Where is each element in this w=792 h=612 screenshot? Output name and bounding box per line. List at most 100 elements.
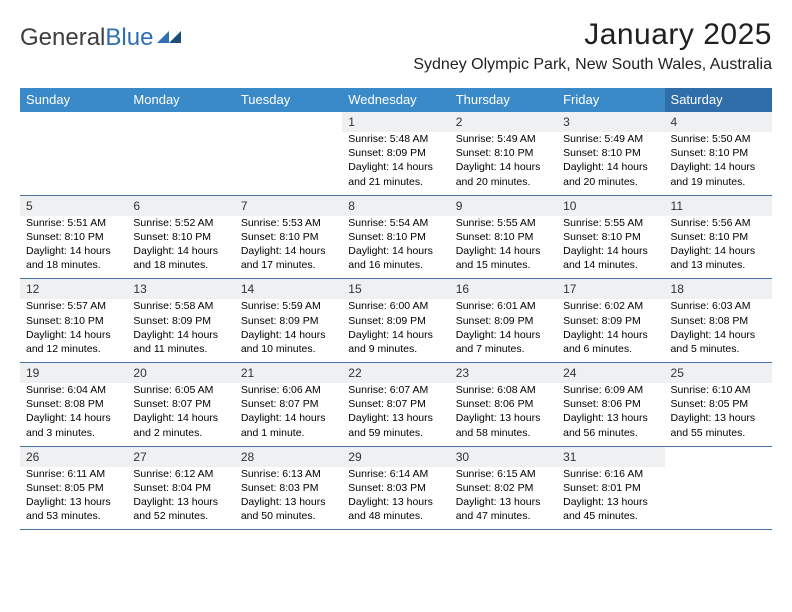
sunrise-text: Sunrise: 6:15 AM xyxy=(456,467,551,481)
sunset-text: Sunset: 8:09 PM xyxy=(348,146,443,160)
sunrise-text: Sunrise: 6:06 AM xyxy=(241,383,336,397)
daylight-text: Daylight: 13 hours xyxy=(671,411,766,425)
daylight-text: Daylight: 14 hours xyxy=(671,328,766,342)
day-number-cell: 14 xyxy=(235,279,342,300)
day-number-cell: 3 xyxy=(557,112,664,132)
day-number-cell: 2 xyxy=(450,112,557,132)
day-number-cell xyxy=(127,112,234,132)
day-info-cell: Sunrise: 5:58 AMSunset: 8:09 PMDaylight:… xyxy=(127,299,234,362)
sunrise-text: Sunrise: 6:11 AM xyxy=(26,467,121,481)
daylight-text: Daylight: 14 hours xyxy=(456,244,551,258)
day-number-cell: 5 xyxy=(20,195,127,216)
sunset-text: Sunset: 8:03 PM xyxy=(348,481,443,495)
sunset-text: Sunset: 8:04 PM xyxy=(133,481,228,495)
day-number-cell: 9 xyxy=(450,195,557,216)
day-number-cell: 4 xyxy=(665,112,772,132)
sunset-text: Sunset: 8:09 PM xyxy=(241,314,336,328)
daylight-text: and 14 minutes. xyxy=(563,258,658,272)
sunrise-text: Sunrise: 6:13 AM xyxy=(241,467,336,481)
sunrise-text: Sunrise: 5:55 AM xyxy=(563,216,658,230)
day-info-cell: Sunrise: 6:12 AMSunset: 8:04 PMDaylight:… xyxy=(127,467,234,530)
daylight-text: Daylight: 13 hours xyxy=(241,495,336,509)
daylight-text: Daylight: 14 hours xyxy=(241,244,336,258)
sunrise-text: Sunrise: 6:02 AM xyxy=(563,299,658,313)
day-info-cell: Sunrise: 6:14 AMSunset: 8:03 PMDaylight:… xyxy=(342,467,449,530)
day-info-cell: Sunrise: 6:06 AMSunset: 8:07 PMDaylight:… xyxy=(235,383,342,446)
sunset-text: Sunset: 8:10 PM xyxy=(241,230,336,244)
daylight-text: and 9 minutes. xyxy=(348,342,443,356)
sunrise-text: Sunrise: 5:52 AM xyxy=(133,216,228,230)
day-number-cell: 25 xyxy=(665,363,772,384)
sunrise-text: Sunrise: 5:56 AM xyxy=(671,216,766,230)
sunset-text: Sunset: 8:10 PM xyxy=(456,146,551,160)
daylight-text: and 48 minutes. xyxy=(348,509,443,523)
daylight-text: Daylight: 14 hours xyxy=(563,160,658,174)
daylight-text: and 53 minutes. xyxy=(26,509,121,523)
day-info-cell: Sunrise: 5:54 AMSunset: 8:10 PMDaylight:… xyxy=(342,216,449,279)
daylight-text: Daylight: 13 hours xyxy=(348,411,443,425)
sunrise-text: Sunrise: 5:59 AM xyxy=(241,299,336,313)
day-info-cell: Sunrise: 5:55 AMSunset: 8:10 PMDaylight:… xyxy=(450,216,557,279)
day-info-cell: Sunrise: 6:09 AMSunset: 8:06 PMDaylight:… xyxy=(557,383,664,446)
daylight-text: Daylight: 13 hours xyxy=(456,495,551,509)
day-number-row: 12131415161718 xyxy=(20,279,772,300)
day-info-cell: Sunrise: 5:48 AMSunset: 8:09 PMDaylight:… xyxy=(342,132,449,195)
sunrise-text: Sunrise: 6:04 AM xyxy=(26,383,121,397)
sunset-text: Sunset: 8:05 PM xyxy=(26,481,121,495)
daylight-text: Daylight: 14 hours xyxy=(456,328,551,342)
sunrise-text: Sunrise: 5:57 AM xyxy=(26,299,121,313)
brand-text-general: General xyxy=(20,24,105,52)
daylight-text: and 21 minutes. xyxy=(348,175,443,189)
day-info-row: Sunrise: 5:51 AMSunset: 8:10 PMDaylight:… xyxy=(20,216,772,279)
day-number-cell: 11 xyxy=(665,195,772,216)
daylight-text: and 20 minutes. xyxy=(456,175,551,189)
daylight-text: Daylight: 14 hours xyxy=(26,328,121,342)
day-number-row: 19202122232425 xyxy=(20,363,772,384)
day-info-cell: Sunrise: 5:56 AMSunset: 8:10 PMDaylight:… xyxy=(665,216,772,279)
daylight-text: and 13 minutes. xyxy=(671,258,766,272)
day-info-cell: Sunrise: 6:07 AMSunset: 8:07 PMDaylight:… xyxy=(342,383,449,446)
daylight-text: and 59 minutes. xyxy=(348,426,443,440)
day-info-cell: Sunrise: 5:50 AMSunset: 8:10 PMDaylight:… xyxy=(665,132,772,195)
daylight-text: Daylight: 13 hours xyxy=(456,411,551,425)
day-info-row: Sunrise: 5:57 AMSunset: 8:10 PMDaylight:… xyxy=(20,299,772,362)
day-info-cell: Sunrise: 6:15 AMSunset: 8:02 PMDaylight:… xyxy=(450,467,557,530)
sunset-text: Sunset: 8:07 PM xyxy=(133,397,228,411)
daylight-text: and 47 minutes. xyxy=(456,509,551,523)
weekday-header: Friday xyxy=(557,88,664,112)
day-info-row: Sunrise: 5:48 AMSunset: 8:09 PMDaylight:… xyxy=(20,132,772,195)
daylight-text: Daylight: 14 hours xyxy=(671,160,766,174)
sunrise-text: Sunrise: 6:09 AM xyxy=(563,383,658,397)
sunset-text: Sunset: 8:10 PM xyxy=(348,230,443,244)
sunset-text: Sunset: 8:10 PM xyxy=(671,230,766,244)
day-info-cell: Sunrise: 6:10 AMSunset: 8:05 PMDaylight:… xyxy=(665,383,772,446)
daylight-text: and 52 minutes. xyxy=(133,509,228,523)
day-number-cell: 22 xyxy=(342,363,449,384)
weekday-header: Sunday xyxy=(20,88,127,112)
daylight-text: Daylight: 14 hours xyxy=(456,160,551,174)
day-number-row: 1234 xyxy=(20,112,772,132)
daylight-text: Daylight: 13 hours xyxy=(563,495,658,509)
daylight-text: Daylight: 14 hours xyxy=(26,244,121,258)
day-number-cell xyxy=(20,112,127,132)
brand-text-blue: Blue xyxy=(105,24,153,52)
daylight-text: Daylight: 14 hours xyxy=(563,328,658,342)
day-info-cell: Sunrise: 6:02 AMSunset: 8:09 PMDaylight:… xyxy=(557,299,664,362)
daylight-text: Daylight: 14 hours xyxy=(348,244,443,258)
day-info-row: Sunrise: 6:11 AMSunset: 8:05 PM Daylight:… xyxy=(20,467,772,530)
daylight-text: Daylight: 14 hours xyxy=(241,328,336,342)
daylight-text: Daylight: 14 hours xyxy=(133,244,228,258)
day-info-cell: Sunrise: 6:05 AMSunset: 8:07 PMDaylight:… xyxy=(127,383,234,446)
daylight-text: and 17 minutes. xyxy=(241,258,336,272)
day-number-cell: 1 xyxy=(342,112,449,132)
day-number-cell: 10 xyxy=(557,195,664,216)
day-number-cell: 20 xyxy=(127,363,234,384)
sunset-text: Sunset: 8:09 PM xyxy=(563,314,658,328)
daylight-text: and 2 minutes. xyxy=(133,426,228,440)
daylight-text: and 19 minutes. xyxy=(671,175,766,189)
day-number-cell: 24 xyxy=(557,363,664,384)
sunset-text: Sunset: 8:10 PM xyxy=(456,230,551,244)
daylight-text: and 56 minutes. xyxy=(563,426,658,440)
daylight-text: Daylight: 14 hours xyxy=(133,411,228,425)
sunset-text: Sunset: 8:02 PM xyxy=(456,481,551,495)
